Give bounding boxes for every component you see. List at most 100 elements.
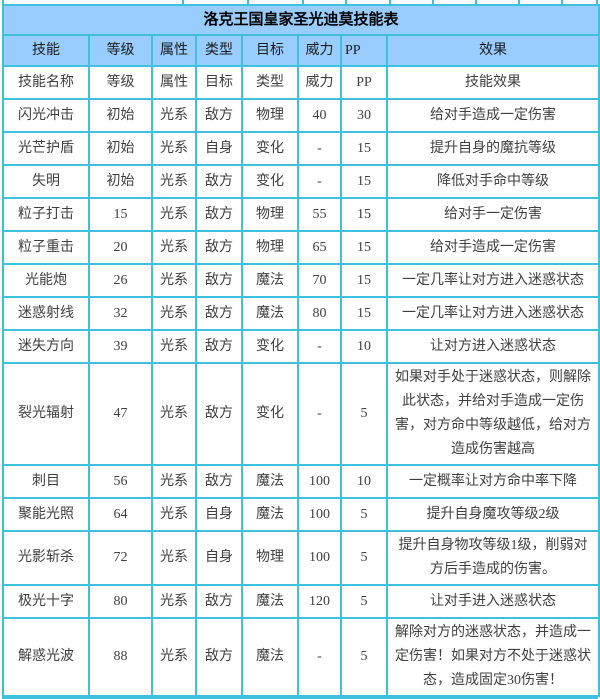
cutoff-cell-border: [345, 0, 347, 4]
cell-target: 敌方: [195, 263, 243, 298]
cell-target: 敌方: [195, 230, 243, 265]
cell-pp: 15: [340, 197, 388, 232]
cell-level: 初始: [88, 164, 153, 199]
col-header-pp: PP: [340, 34, 388, 67]
table-row: 刺目 56 光系 敌方 魔法 100 10 一定概率让对方命中率下降: [2, 464, 600, 499]
table-row: 解惑光波 88 光系 敌方 魔法 -5 解除对方的迷惑状态，并造成一定伤害！如果对方不处于迷…: [2, 617, 600, 697]
cell-skill: 粒子打击: [2, 197, 90, 232]
table-row: 聚能光照 64 光系 自身 魔法 100 5 提升自身魔攻等级2级: [2, 497, 600, 532]
cell-attribute: 光系: [151, 329, 197, 364]
cell-level: 80: [88, 584, 153, 619]
cell-pp: 15: [340, 296, 388, 331]
cell-effect: 提升自身的魔抗等级: [385, 131, 600, 166]
cell-pp: 5: [340, 617, 388, 697]
cell-target: 敌方: [195, 617, 243, 697]
cell-pp: 15: [340, 164, 388, 199]
cutoff-cell-border: [247, 0, 249, 4]
cell-effect: 一定概率让对方命中率下降: [385, 464, 600, 499]
cell-level: 39: [88, 329, 153, 364]
table-row: 极光十字 80 光系 敌方 魔法 120 5 让对手进入迷惑状态: [2, 584, 600, 619]
cell-type: 魔法: [241, 464, 299, 499]
cell-target: 敌方: [195, 197, 243, 232]
cell-power: 威力: [297, 65, 342, 100]
cutoff-cell-border: [475, 0, 477, 4]
cell-level: 64: [88, 497, 153, 532]
cutoff-cell-border: [389, 0, 391, 4]
cell-power: -: [297, 164, 342, 199]
cell-type: 魔法: [241, 263, 299, 298]
cell-target: 敌方: [195, 362, 243, 466]
cell-power: -: [297, 131, 342, 166]
cell-level: 56: [88, 464, 153, 499]
cell-skill: 解惑光波: [2, 617, 90, 697]
cell-skill: 失明: [2, 164, 90, 199]
title-row: 洛克王国皇家圣光迪莫技能表: [1, 4, 600, 36]
cell-power: 40: [297, 98, 342, 133]
cell-power: 100: [297, 497, 342, 532]
cell-pp: 15: [340, 230, 388, 265]
cell-type: 物理: [241, 98, 299, 133]
cell-power: 80: [297, 296, 342, 331]
cell-effect: 技能效果: [385, 65, 600, 100]
cell-effect: 给对手造成一定伤害: [385, 98, 600, 133]
cell-attribute: 光系: [151, 362, 197, 466]
cell-power: -: [297, 617, 342, 697]
cell-skill: 裂光辐射: [2, 362, 90, 466]
cell-level: 72: [88, 530, 153, 586]
col-header-type: 类型: [195, 34, 243, 67]
cell-effect: 让对手进入迷惑状态: [385, 584, 600, 619]
cutoff-cell-border: [518, 0, 520, 4]
cell-level: 88: [88, 617, 153, 697]
table-row: 失明 初始 光系 敌方 变化 -15 降低对手命中等级: [2, 164, 600, 199]
cell-skill: 迷失方向: [2, 329, 90, 364]
cutoff-cell-border: [182, 0, 184, 4]
cell-power: 100: [297, 530, 342, 586]
cell-attribute: 光系: [151, 164, 197, 199]
cell-skill: 光芒护盾: [2, 131, 90, 166]
cell-type: 魔法: [241, 617, 299, 697]
cell-level: 15: [88, 197, 153, 232]
cutoff-cell-border: [432, 0, 434, 4]
cell-target: 敌方: [195, 329, 243, 364]
cutoff-cell-border: [561, 0, 563, 4]
cell-attribute: 光系: [151, 584, 197, 619]
cell-attribute: 光系: [151, 98, 197, 133]
cell-pp: 15: [340, 263, 388, 298]
cell-effect: 给对手一定伤害: [385, 197, 600, 232]
col-header-attribute: 属性: [151, 34, 197, 67]
cell-level: 初始: [88, 98, 153, 133]
cell-skill: 极光十字: [2, 584, 90, 619]
cell-skill: 光能炮: [2, 263, 90, 298]
cell-power: 120: [297, 584, 342, 619]
cell-target: 敌方: [195, 464, 243, 499]
cell-type: 物理: [241, 197, 299, 232]
cell-pp: 30: [340, 98, 388, 133]
cell-attribute: 光系: [151, 230, 197, 265]
cell-effect: 提升自身物攻等级1级，削弱对方后手造成的伤害。: [385, 530, 600, 586]
cell-type: 变化: [241, 329, 299, 364]
table-row: 迷失方向 39 光系 敌方 变化 -10 让对方进入迷惑状态: [2, 329, 600, 364]
cell-attribute: 光系: [151, 617, 197, 697]
cell-level: 47: [88, 362, 153, 466]
cell-type: 魔法: [241, 584, 299, 619]
cell-power: 65: [297, 230, 342, 265]
cell-type: 类型: [241, 65, 299, 100]
cell-target: 敌方: [195, 296, 243, 331]
cell-skill: 技能名称: [2, 65, 90, 100]
cell-pp: 5: [340, 584, 388, 619]
table-row: 闪光冲击 初始 光系 敌方 物理 40 30 给对手造成一定伤害: [2, 98, 600, 133]
cell-target: 自身: [195, 497, 243, 532]
cell-attribute: 光系: [151, 530, 197, 586]
table-row: 光影斩杀 72 光系 自身 物理 100 5 提升自身物攻等级1级，削弱对方后手造成的伤害。: [2, 530, 600, 586]
col-header-skill: 技能: [2, 34, 90, 67]
cell-skill: 刺目: [2, 464, 90, 499]
cell-level: 20: [88, 230, 153, 265]
cell-power: 70: [297, 263, 342, 298]
table-body: 技能名称 等级 属性 目标 类型 威力 PP 技能效果 闪光冲击 初始 光系 敌方 物理 40 30 给对手造…: [2, 65, 600, 697]
cell-effect: 一定几率让对方进入迷惑状态: [385, 263, 600, 298]
table-row: 技能名称 等级 属性 目标 类型 威力 PP 技能效果: [2, 65, 600, 100]
cell-type: 物理: [241, 530, 299, 586]
cell-type: 魔法: [241, 497, 299, 532]
cell-pp: 5: [340, 362, 388, 466]
